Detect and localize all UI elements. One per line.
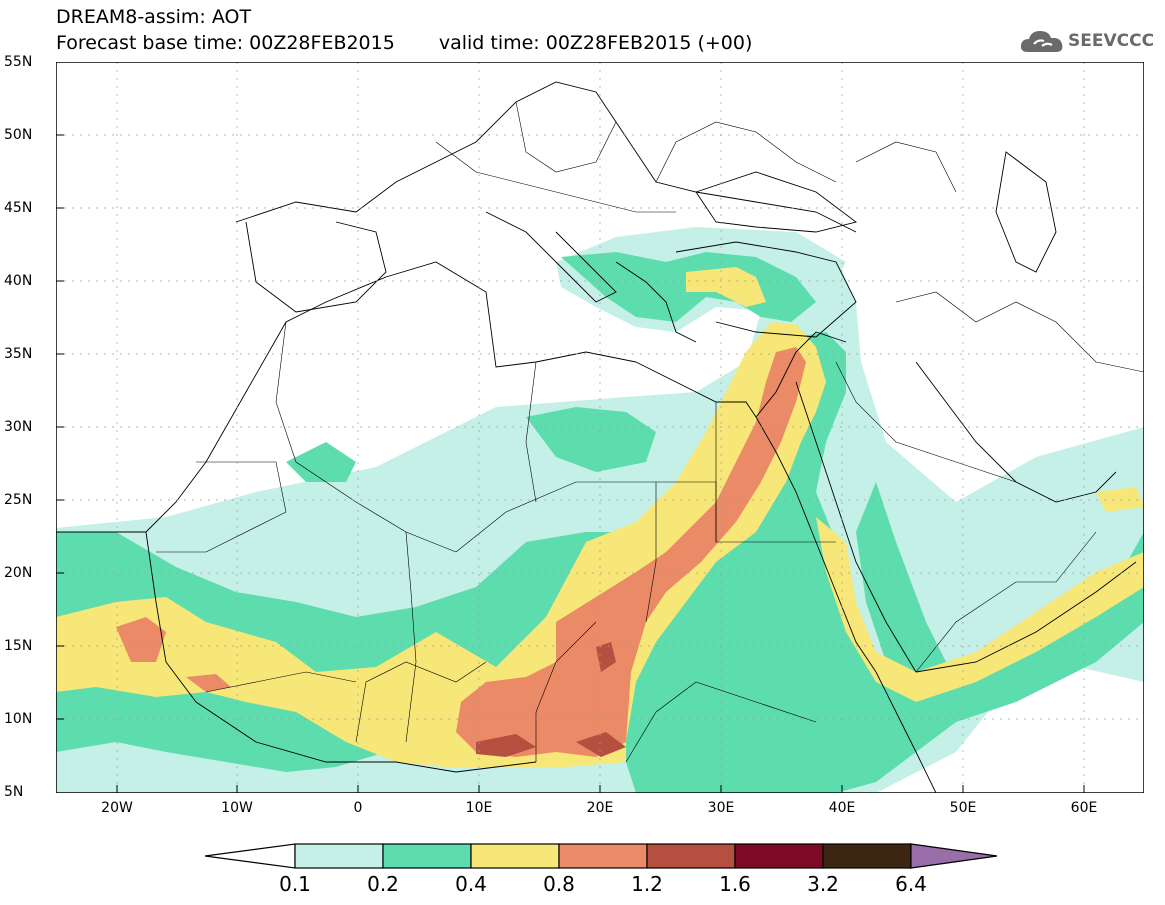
- colorbar-tick: 1.6: [719, 872, 751, 896]
- map-title: DREAM8-assim: AOT: [56, 6, 252, 28]
- cloud-icon: [1020, 31, 1063, 52]
- graticule: [56, 62, 1144, 793]
- lon-label: 50E: [949, 800, 977, 816]
- caspian: [995, 151, 1057, 273]
- aot-map: [56, 62, 1144, 793]
- aot-band-0.4-aegean: [686, 267, 766, 307]
- colorbar-bin: [294, 843, 384, 869]
- base-time: Forecast base time: 00Z28FEB2015: [56, 32, 395, 54]
- lat-label: 55N: [4, 54, 33, 70]
- lat-label: 40N: [4, 273, 33, 289]
- lon-label: 60E: [1070, 800, 1098, 816]
- colorbar-bin: [382, 843, 472, 869]
- colorbar: [205, 843, 998, 869]
- coastlines: [56, 81, 1137, 793]
- turkey-coast: [675, 241, 857, 338]
- lat-label: 15N: [4, 638, 33, 654]
- colorbar-tick: 6.4: [895, 872, 927, 896]
- africa-west-coast: [56, 261, 757, 533]
- valid-time: valid time: 00Z28FEB2015 (+00): [438, 32, 753, 54]
- aot-band-0.4-east: [1096, 487, 1144, 512]
- colorbar-bin: [822, 843, 912, 869]
- greece-coast: [615, 261, 697, 343]
- aot-band-0.2-libya: [526, 407, 656, 472]
- colorbar-bin: [558, 843, 648, 869]
- lat-label: 10N: [4, 711, 33, 727]
- aot-band-0.8-west2: [186, 674, 231, 692]
- aot-contours: [56, 227, 1144, 793]
- lon-label: 40E: [828, 800, 856, 816]
- seevccc-logo: SEEVCCC: [1018, 24, 1158, 58]
- lat-label: 25N: [4, 492, 33, 508]
- red-sea-east: [795, 381, 917, 673]
- aot-band-1.2-car: [576, 732, 626, 757]
- lat-label: 50N: [4, 127, 33, 143]
- africa-south-coast: [145, 531, 537, 773]
- iberia-coast: [245, 221, 387, 313]
- black-sea: [695, 171, 858, 233]
- arabia-south: [915, 561, 1137, 673]
- lat-label: 45N: [4, 200, 33, 216]
- aot-band-1.2-chad: [476, 734, 536, 757]
- lat-label: 20N: [4, 565, 33, 581]
- aot-band-0.2-west: [286, 442, 356, 482]
- colorbar-tick: 0.1: [279, 872, 311, 896]
- colorbar-tick: 0.4: [455, 872, 487, 896]
- italy-coast: [485, 211, 617, 303]
- lat-label: 5N: [4, 784, 24, 800]
- forecast-times: Forecast base time: 00Z28FEB2015 valid ti…: [56, 32, 752, 54]
- lon-label: 0: [353, 800, 363, 816]
- colorbar-tick: 1.2: [631, 872, 663, 896]
- logo-text: SEEVCCC: [1068, 31, 1155, 51]
- europe-coast: [235, 81, 857, 233]
- lon-label: 20W: [101, 800, 133, 816]
- country-borders: [156, 101, 1144, 763]
- colorbar-high-arrow: [910, 843, 998, 869]
- lat-label: 30N: [4, 419, 33, 435]
- lon-label: 10W: [221, 800, 253, 816]
- colorbar-low-arrow: [205, 843, 296, 869]
- aot-band-0.8: [456, 347, 806, 757]
- lat-label: 35N: [4, 346, 33, 362]
- lon-label: 10E: [465, 800, 493, 816]
- colorbar-tick: 0.8: [543, 872, 575, 896]
- colorbar-bin: [646, 843, 736, 869]
- colorbar-bin: [470, 843, 560, 869]
- lon-label: 30E: [707, 800, 735, 816]
- aot-band-0.8-west: [116, 617, 166, 662]
- colorbar-bin: [734, 843, 824, 869]
- colorbar-tick: 0.2: [367, 872, 399, 896]
- aot-band-1.2: [596, 642, 616, 672]
- levant-coast: [755, 331, 847, 418]
- lon-label: 20E: [586, 800, 614, 816]
- aot-band-0.2-arabia: [856, 482, 1144, 722]
- colorbar-tick: 3.2: [807, 872, 839, 896]
- horn-coast: [875, 671, 937, 793]
- axis-ticks: [56, 134, 1085, 793]
- aot-band-0.4-red-sea: [816, 517, 1144, 702]
